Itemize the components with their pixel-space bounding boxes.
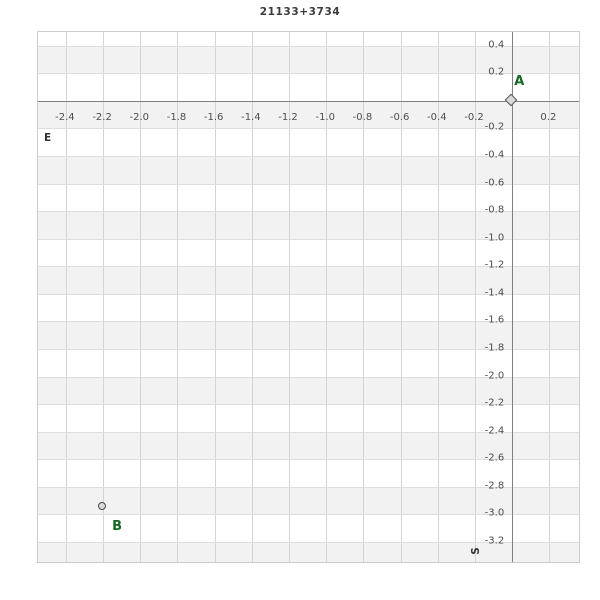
y-tick-label: 0.2 (488, 66, 505, 78)
y-axis-line (512, 32, 513, 562)
gridline-vertical (549, 32, 550, 562)
y-tick-label: -0.6 (484, 177, 505, 189)
point-label-a: A (514, 73, 525, 89)
point-label-b: B (112, 519, 122, 535)
row-band (38, 100, 579, 129)
y-tick-label: -1.6 (484, 314, 505, 326)
gridline-vertical (289, 32, 290, 562)
x-tick-label: -0.4 (427, 111, 447, 123)
gridline-horizontal (38, 487, 579, 488)
gridline-vertical (326, 32, 327, 562)
axis-label-south: S (469, 547, 482, 555)
gridline-vertical (215, 32, 216, 562)
gridline-horizontal (38, 73, 579, 74)
gridline-horizontal (38, 432, 579, 433)
y-tick-label: -1.2 (484, 259, 505, 271)
gridline-horizontal (38, 156, 579, 157)
plot-area (37, 31, 580, 563)
row-band (38, 431, 579, 460)
chart-title: 21133+3734 (259, 6, 341, 18)
row-band (38, 45, 579, 74)
x-tick-label: -1.8 (166, 111, 187, 123)
x-tick-label: -2.2 (92, 111, 112, 123)
gridline-vertical (103, 32, 104, 562)
x-tick-label: -0.6 (389, 111, 410, 123)
y-tick-label: -0.8 (484, 204, 505, 216)
y-tick-label: -0.2 (484, 121, 505, 133)
x-tick-label: -2.4 (55, 111, 75, 123)
gridline-vertical (177, 32, 178, 562)
x-tick-label: -1.2 (278, 111, 298, 123)
y-tick-label: -2.8 (484, 480, 505, 492)
x-tick-label: 0.2 (540, 111, 557, 123)
x-tick-label: -1.4 (241, 111, 261, 123)
gridline-horizontal (38, 184, 579, 185)
y-tick-label: -2.0 (484, 370, 505, 382)
row-band (38, 376, 579, 405)
row-band (38, 266, 579, 294)
y-tick-label: -2.4 (484, 425, 505, 437)
gridline-horizontal (38, 211, 579, 212)
gridline-horizontal (38, 128, 579, 129)
gridline-vertical (252, 32, 253, 562)
gridline-vertical (363, 32, 364, 562)
gridline-vertical (140, 32, 141, 562)
x-tick-label: -1.0 (315, 111, 335, 123)
gridline-horizontal (38, 377, 579, 378)
axis-label-east: E (44, 131, 52, 144)
y-tick-label: -0.4 (484, 149, 505, 161)
row-band (38, 156, 579, 184)
y-tick-label: -2.6 (484, 452, 505, 464)
y-tick-label: -3.2 (484, 535, 505, 547)
gridline-horizontal (38, 459, 579, 460)
point-marker-b[interactable] (98, 502, 107, 511)
gridline-horizontal (38, 514, 579, 515)
gridline-vertical (66, 32, 67, 562)
x-tick-label: -0.2 (464, 111, 484, 123)
gridline-horizontal (38, 46, 579, 47)
x-axis-line (38, 101, 579, 102)
gridline-horizontal (38, 349, 579, 350)
y-tick-label: 0.4 (488, 39, 505, 51)
y-tick-label: -1.8 (484, 342, 505, 354)
gridline-horizontal (38, 294, 579, 295)
gridline-horizontal (38, 321, 579, 322)
y-tick-label: -3.0 (484, 507, 505, 519)
y-tick-label: -1.0 (484, 232, 505, 244)
row-band (38, 486, 579, 515)
gridline-horizontal (38, 542, 579, 543)
y-tick-label: -2.2 (484, 397, 505, 409)
x-tick-label: -0.8 (352, 111, 373, 123)
gridline-vertical (401, 32, 402, 562)
x-tick-label: -2.0 (129, 111, 150, 123)
gridline-vertical (438, 32, 439, 562)
gridline-horizontal (38, 239, 579, 240)
gridline-horizontal (38, 266, 579, 267)
x-tick-label: -1.6 (203, 111, 224, 123)
y-tick-label: -1.4 (484, 287, 505, 299)
gridline-vertical (475, 32, 476, 562)
gridline-horizontal (38, 404, 579, 405)
row-band (38, 211, 579, 239)
row-band (38, 321, 579, 349)
row-band (38, 541, 579, 562)
